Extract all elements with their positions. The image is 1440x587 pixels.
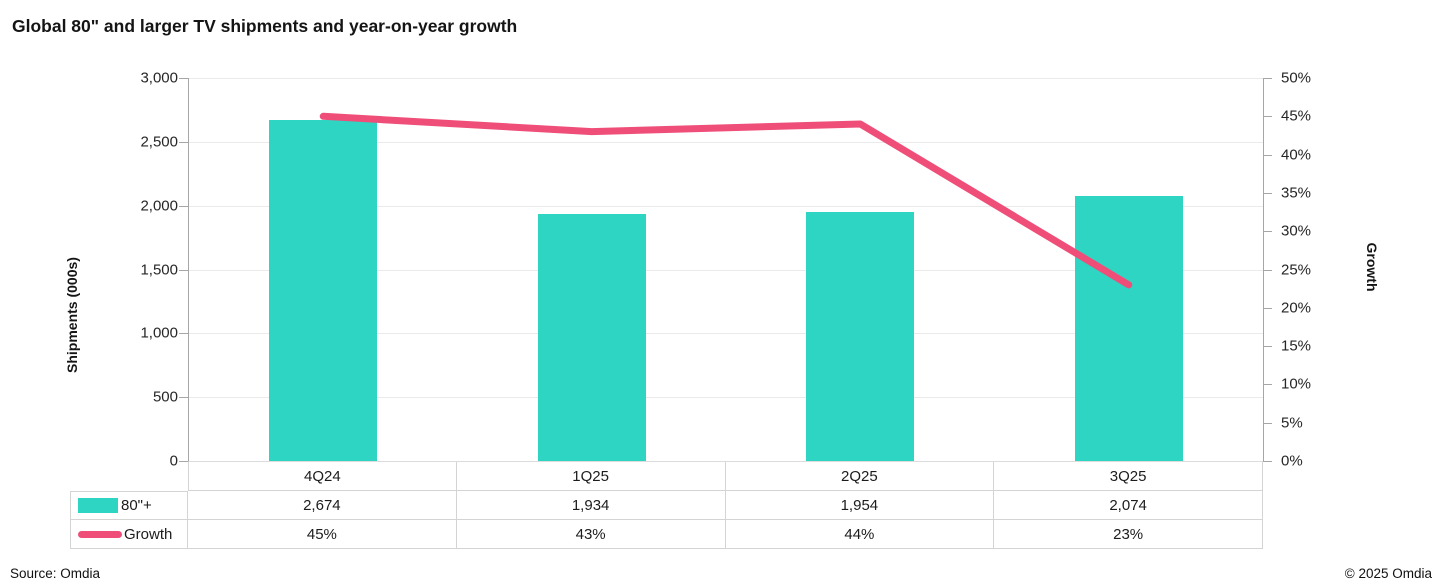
y-axis-tick-label-left: 500 [152, 388, 178, 406]
tick-mark-right [1263, 307, 1272, 309]
table-cell-4Q24-row0: 2,674 [188, 491, 457, 520]
y-axis-tick-label-right: 45% [1281, 107, 1312, 125]
bar-3Q25 [1074, 196, 1183, 461]
y-axis-tick-label-right: 40% [1281, 146, 1312, 164]
table-cell-2Q25-row0: 1,954 [725, 491, 995, 520]
bar-2Q25 [806, 211, 915, 461]
growth-line [319, 112, 1133, 289]
tick-mark-right [1263, 461, 1272, 462]
source-note: Source: Omdia [10, 566, 101, 581]
y-axis-tick-label-left: 1,500 [140, 261, 178, 278]
tick-mark-right [1263, 231, 1272, 233]
plot-area [188, 78, 1264, 462]
left-axis-title: Shipments (000s) [64, 257, 80, 373]
table-header-2Q25: 2Q25 [725, 462, 995, 491]
y-axis-tick-label-right: 0% [1281, 452, 1303, 470]
legend-label: 80"+ [121, 497, 152, 514]
gridline [189, 269, 1263, 271]
bar-1Q25 [537, 214, 646, 461]
table-cell-1Q25-row0: 1,934 [456, 491, 726, 520]
table-cell-2Q25-row1: 44% [725, 520, 995, 549]
copyright-note: © 2025 Omdia [1344, 566, 1432, 581]
table-cell-3Q25-row1: 23% [994, 520, 1263, 549]
y-axis-tick-label-right: 35% [1281, 184, 1312, 202]
tick-mark-right [1263, 78, 1272, 79]
line-swatch-icon [78, 530, 122, 538]
tick-mark-right [1263, 192, 1272, 194]
tick-mark-left [179, 78, 188, 79]
y-axis-tick-label-left: 2,000 [140, 197, 178, 215]
gridline [189, 141, 1263, 143]
tick-mark-left [179, 333, 188, 335]
table-corner-cell [70, 462, 188, 491]
table-cell-3Q25-row0: 2,074 [994, 491, 1263, 520]
table-header-4Q24: 4Q24 [188, 462, 457, 491]
tick-mark-left [179, 397, 188, 399]
y-axis-tick-label-right: 5% [1281, 414, 1303, 432]
y-axis-tick-label-left: 0 [169, 452, 178, 470]
data-table: 4Q24 1Q25 2Q25 3Q25 80"+ 2,674 1,934 1,954 2,074… [70, 462, 1263, 549]
table-header-3Q25: 3Q25 [994, 462, 1263, 491]
gridline [189, 333, 1263, 335]
table-cell-4Q24-row1: 45% [188, 520, 457, 549]
tick-mark-right [1263, 154, 1272, 156]
tick-mark-right [1263, 116, 1272, 118]
y-axis-tick-label-left: 1,000 [140, 324, 178, 342]
tick-mark-left [179, 269, 188, 271]
tick-mark-left [179, 141, 188, 143]
gridline [189, 397, 1263, 399]
y-axis-tick-label-right: 50% [1281, 69, 1312, 87]
y-axis-tick-label-right: 10% [1281, 375, 1312, 393]
bar-4Q24 [269, 119, 378, 461]
bar-swatch-icon [78, 498, 118, 513]
chart-title: Global 80" and larger TV shipments and y… [12, 16, 518, 36]
y-axis-tick-label-right: 20% [1281, 299, 1312, 317]
legend-growth: Growth [70, 520, 188, 549]
tick-mark-left [179, 205, 188, 207]
y-axis-tick-label-right: 15% [1281, 337, 1312, 355]
gridline [189, 205, 1263, 207]
tick-mark-left [179, 461, 188, 462]
y-axis-tick-label-left: 2,500 [140, 133, 178, 151]
tick-mark-right [1263, 384, 1272, 386]
gridline [189, 78, 1263, 79]
tick-mark-right [1263, 422, 1272, 424]
table-header-1Q25: 1Q25 [456, 462, 726, 491]
tick-mark-right [1263, 346, 1272, 348]
legend-label: Growth [124, 525, 173, 543]
right-axis-title: Growth [1364, 242, 1380, 292]
y-axis-tick-label-left: 3,000 [140, 69, 178, 87]
legend-shipments: 80"+ [70, 491, 188, 520]
table-cell-1Q25-row1: 43% [456, 520, 726, 549]
y-axis-tick-label-right: 25% [1281, 261, 1312, 278]
tick-mark-right [1263, 269, 1272, 271]
y-axis-tick-label-right: 30% [1281, 222, 1312, 240]
